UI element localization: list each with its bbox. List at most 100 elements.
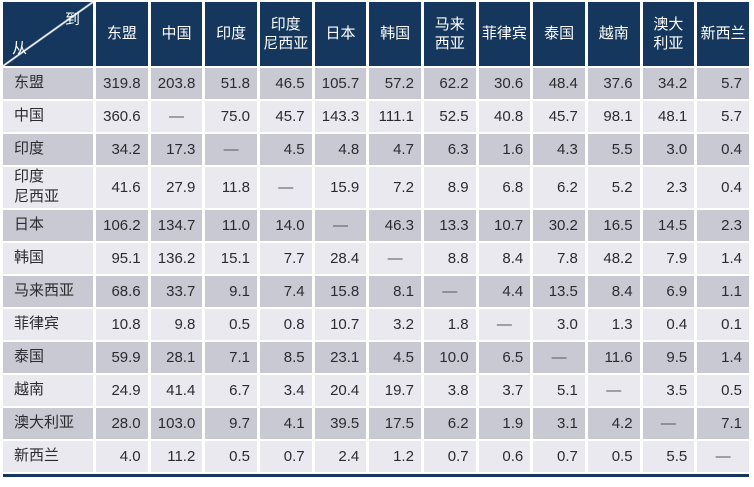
cell-value: 0.5: [587, 440, 640, 472]
column-header-3: 印度: [205, 2, 257, 66]
row-header: 东盟: [3, 68, 93, 99]
cell-value: 4.7: [369, 134, 421, 165]
cell-value: 8.4: [478, 242, 531, 274]
cell-value: 11.2: [150, 440, 203, 472]
cell-value: 7.1: [697, 407, 749, 439]
cell-value: 7.7: [259, 242, 312, 274]
row-header: 韩国: [3, 242, 93, 274]
corner-cell: 到 从: [3, 2, 93, 66]
table-row: 泰国 59.9 28.1 7.1 8.5 23.1 4.5 10.0 6.5—11.6 9.5 1.…: [3, 341, 749, 373]
cell-empty: —: [642, 407, 695, 439]
cell-value: 6.3: [423, 134, 476, 165]
table-row: 新西兰 4.0 11.2 0.5 0.7 2.4 1.2 0.7 0.6 0.7 0.5 5.5—: [3, 440, 749, 472]
trade-matrix-table: 到 从 东盟 中国 印度 印度 尼西亚 日本 韩国 马来 西亚 菲律宾 泰国 越南 澳大 利亚 新西兰…: [3, 2, 749, 472]
table-row: 越南 24.9 41.4 6.7 3.4 20.4 19.7 3.8 3.7 5.1—3.5 0.5: [3, 374, 749, 406]
cell-value: 51.8: [205, 68, 257, 99]
cell-value: 3.4: [259, 374, 312, 406]
cell-value: 8.5: [259, 341, 312, 373]
cell-empty: —: [314, 209, 367, 241]
cell-value: 1.2: [369, 440, 421, 472]
cell-value: 28.1: [150, 341, 203, 373]
cell-value: 9.8: [150, 308, 203, 340]
column-header-10: 越南: [587, 2, 640, 66]
cell-value: 11.0: [205, 209, 257, 241]
table-row: 马来西亚 68.6 33.7 9.1 7.4 15.8 8.1—4.4 13.5 8.4 6.9 1…: [3, 275, 749, 307]
table-row: 韩国 95.1 136.2 15.1 7.7 28.4—8.8 8.4 7.8 48.2 7.9 1…: [3, 242, 749, 274]
cell-value: 3.0: [642, 134, 695, 165]
cell-value: 2.3: [642, 167, 695, 208]
cell-empty: —: [423, 275, 476, 307]
column-header-6: 韩国: [369, 2, 421, 66]
cell-value: 203.8: [150, 68, 203, 99]
row-header: 印度 尼西亚: [3, 167, 93, 208]
cell-value: 13.5: [533, 275, 585, 307]
cell-value: 0.8: [259, 308, 312, 340]
cell-value: 98.1: [587, 101, 640, 132]
cell-value: 143.3: [314, 101, 367, 132]
table-row: 菲律宾 10.8 9.8 0.5 0.8 10.7 3.2 1.8—3.0 1.3 0.4 0.1: [3, 308, 749, 340]
cell-value: 40.8: [478, 101, 531, 132]
cell-value: 1.4: [697, 341, 749, 373]
cell-value: 34.2: [642, 68, 695, 99]
cell-value: 4.2: [587, 407, 640, 439]
header-row: 到 从 东盟 中国 印度 印度 尼西亚 日本 韩国 马来 西亚 菲律宾 泰国 越南 澳大 利亚 新西兰: [3, 2, 749, 66]
cell-value: 48.1: [642, 101, 695, 132]
cell-value: 5.7: [697, 101, 749, 132]
cell-value: 30.2: [533, 209, 585, 241]
cell-value: 39.5: [314, 407, 367, 439]
cell-value: 28.4: [314, 242, 367, 274]
row-header: 日本: [3, 209, 93, 241]
cell-value: 6.5: [478, 341, 531, 373]
cell-empty: —: [259, 167, 312, 208]
cell-value: 48.4: [533, 68, 585, 99]
cell-value: 4.4: [478, 275, 531, 307]
cell-value: 10.8: [96, 308, 148, 340]
cell-value: 3.8: [423, 374, 476, 406]
cell-value: 3.5: [642, 374, 695, 406]
table-bottom-border: [3, 473, 749, 477]
cell-value: 6.2: [533, 167, 585, 208]
cell-value: 5.5: [642, 440, 695, 472]
table-row: 澳大利亚 28.0 103.0 9.7 4.1 39.5 17.5 6.2 1.9 3.1 4.2—…: [3, 407, 749, 439]
cell-value: 7.9: [642, 242, 695, 274]
cell-value: 0.5: [205, 440, 257, 472]
cell-value: 4.1: [259, 407, 312, 439]
cell-value: 105.7: [314, 68, 367, 99]
cell-empty: —: [587, 374, 640, 406]
column-header-8: 菲律宾: [478, 2, 531, 66]
cell-value: 3.7: [478, 374, 531, 406]
cell-value: 0.7: [259, 440, 312, 472]
cell-value: 4.5: [369, 341, 421, 373]
column-header-5: 日本: [314, 2, 367, 66]
cell-value: 45.7: [533, 101, 585, 132]
cell-value: 15.9: [314, 167, 367, 208]
cell-value: 17.3: [150, 134, 203, 165]
cell-value: 11.8: [205, 167, 257, 208]
cell-value: 136.2: [150, 242, 203, 274]
cell-value: 3.0: [533, 308, 585, 340]
cell-value: 106.2: [96, 209, 148, 241]
cell-value: 7.2: [369, 167, 421, 208]
table-row: 印度 尼西亚 41.6 27.9 11.8—15.9 7.2 8.9 6.8 6.2 5.2 2.…: [3, 167, 749, 208]
cell-value: 34.2: [96, 134, 148, 165]
cell-value: 1.8: [423, 308, 476, 340]
table-row: 日本 106.2 134.7 11.0 14.0—46.3 13.3 10.7 30.2 16.…: [3, 209, 749, 241]
cell-value: 7.4: [259, 275, 312, 307]
row-header: 马来西亚: [3, 275, 93, 307]
cell-value: 134.7: [150, 209, 203, 241]
cell-value: 0.5: [697, 374, 749, 406]
table-row: 东盟 319.8 203.8 51.8 46.5 105.7 57.2 62.2 30.6 48.…: [3, 68, 749, 99]
cell-value: 0.1: [697, 308, 749, 340]
cell-empty: —: [150, 101, 203, 132]
cell-empty: —: [369, 242, 421, 274]
cell-value: 23.1: [314, 341, 367, 373]
corner-from-label: 从: [12, 39, 28, 57]
cell-value: 9.1: [205, 275, 257, 307]
cell-value: 360.6: [96, 101, 148, 132]
cell-value: 95.1: [96, 242, 148, 274]
cell-value: 4.5: [259, 134, 312, 165]
cell-value: 5.7: [697, 68, 749, 99]
cell-empty: —: [478, 308, 531, 340]
cell-value: 30.6: [478, 68, 531, 99]
